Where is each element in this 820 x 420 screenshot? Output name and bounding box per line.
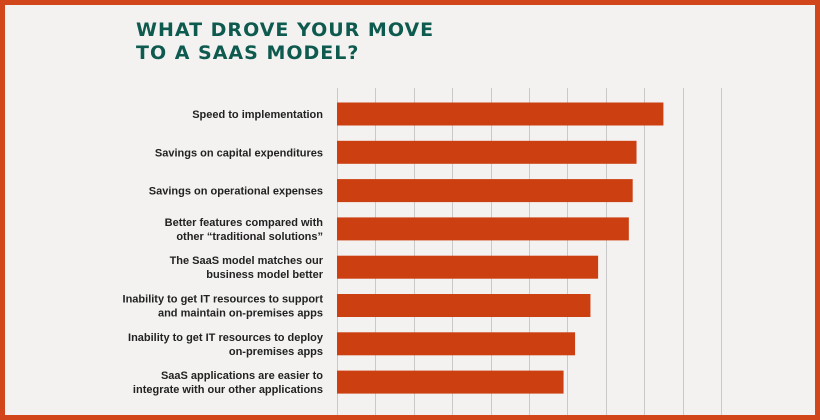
category-label-5-line-1: and maintain on-premises apps (158, 308, 323, 320)
category-label-2: Savings on operational expenses (149, 186, 323, 198)
gridlines (337, 88, 722, 415)
category-label-0-line-0: Speed to implementation (192, 109, 323, 121)
category-labels: Speed to implementation Savings on capita… (123, 109, 324, 396)
category-label-6-line-0: Inability to get IT resources to deploy (128, 332, 324, 344)
category-label-3: Better features compared with other “trad… (165, 217, 324, 243)
category-label-3-line-1: other “traditional solutions” (176, 231, 323, 243)
bar-6 (337, 332, 576, 356)
category-label-7-line-1: integrate with our other applications (133, 384, 323, 396)
category-label-0: Speed to implementation (192, 109, 323, 121)
category-label-7-line-0: SaaS applications are easier to (161, 370, 323, 382)
category-label-1-line-0: Savings on capital expenditures (155, 147, 323, 159)
bar-2 (337, 179, 633, 203)
category-label-3-line-0: Better features compared with (165, 217, 324, 229)
category-label-2-line-0: Savings on operational expenses (149, 186, 323, 198)
category-label-4: The SaaS model matches our business model… (170, 255, 324, 281)
bar-4 (337, 255, 599, 279)
category-label-4-line-0: The SaaS model matches our (170, 255, 324, 267)
bar-7 (337, 370, 564, 394)
chart-title: WHAT DROVE YOUR MOVE TO A SAAS MODEL? (136, 19, 434, 65)
category-label-6: Inability to get IT resources to deploy o… (128, 332, 324, 358)
category-label-1: Savings on capital expenditures (155, 147, 323, 159)
bar-chart: Speed to implementation Savings on capita… (123, 88, 722, 415)
chart-frame: WHAT DROVE YOUR MOVE TO A SAAS MODEL? Sp… (5, 5, 815, 415)
bars (337, 102, 664, 394)
category-label-5-line-0: Inability to get IT resources to support (123, 294, 324, 306)
chart-title-line-1: WHAT DROVE YOUR MOVE (136, 19, 435, 41)
bar-5 (337, 294, 591, 317)
category-label-5: Inability to get IT resources to support… (123, 294, 324, 320)
bar-3 (337, 217, 629, 241)
category-label-7: SaaS applications are easier to integrate… (133, 370, 323, 396)
category-label-4-line-1: business model better (206, 269, 323, 281)
chart-title-line-2: TO A SAAS MODEL? (136, 42, 360, 64)
bar-0 (337, 102, 664, 126)
bar-1 (337, 140, 637, 164)
category-label-6-line-1: on-premises apps (229, 346, 323, 358)
